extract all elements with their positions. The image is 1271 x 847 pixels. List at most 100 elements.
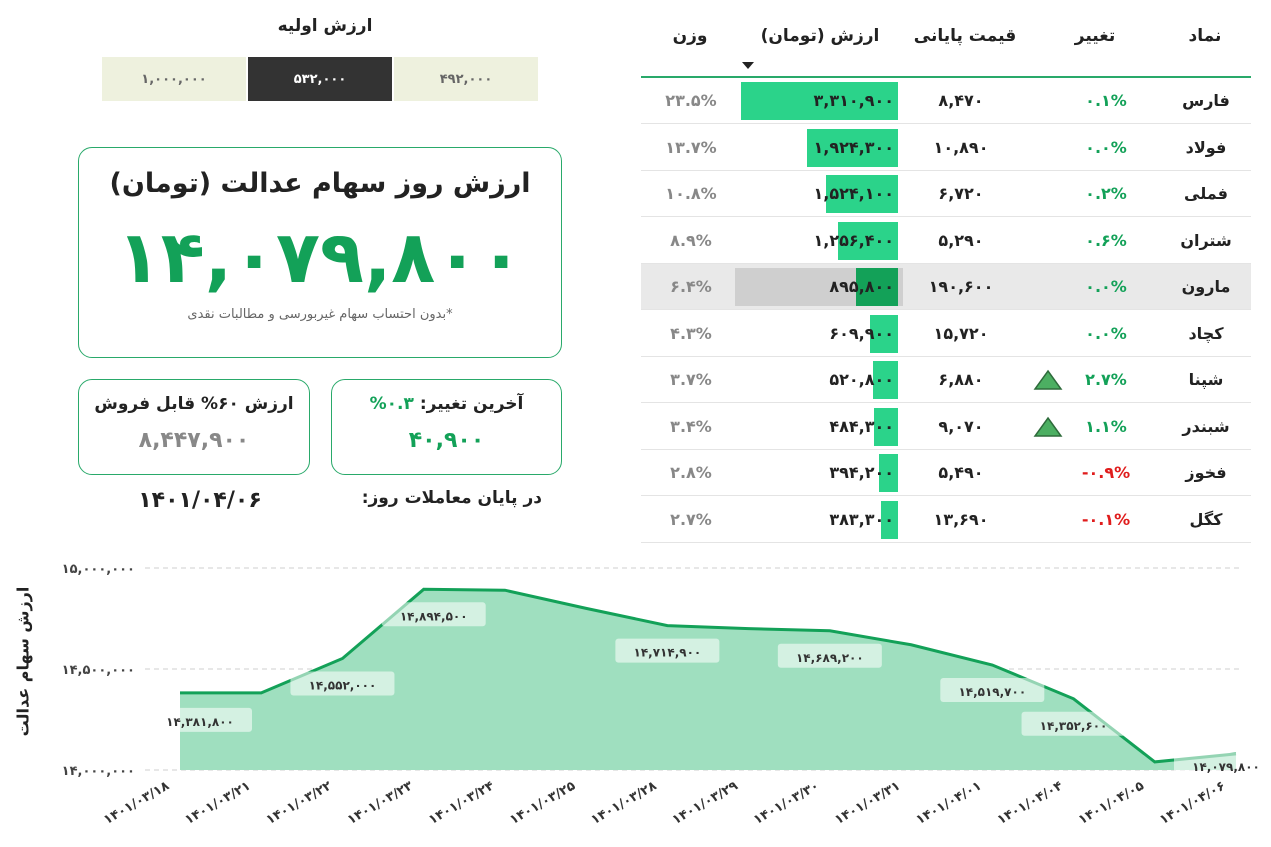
chart-point-label-bg bbox=[615, 638, 720, 663]
table-header-divider bbox=[641, 76, 1251, 78]
row-close-price: ۱۵,۷۲۰ bbox=[933, 323, 989, 343]
row-value: ۴۸۴,۳۰۰ bbox=[829, 416, 894, 436]
row-value-cell: ۳۸۳,۳۰۰ bbox=[741, 500, 898, 539]
chart-point-label: ۱۴,۷۱۴,۹۰۰ bbox=[634, 646, 702, 660]
table-row[interactable]: فارس ۰.۱% ۸,۴۷۰ ۲۳.۵% ۳,۳۱۰,۹۰۰ bbox=[641, 78, 1251, 124]
end-of-day-label: در پایان معاملات روز: bbox=[361, 488, 542, 508]
chart-point-label: ۱۴,۳۸۱,۸۰۰ bbox=[166, 715, 234, 729]
row-value-bar bbox=[872, 361, 898, 399]
chart-x-tick: ۱۴۰۱/۰۳/۱۸ bbox=[101, 778, 172, 828]
table-row[interactable]: فخوز -۰.۹% ۵,۴۹۰ ۲.۸% ۳۹۴,۲۰۰ bbox=[641, 450, 1251, 496]
row-close-price: ۵,۴۹۰ bbox=[938, 463, 984, 482]
row-change: -۰.۹% bbox=[1081, 463, 1131, 482]
chart-point-label-bg bbox=[1174, 752, 1271, 777]
col-header-weight[interactable]: وزن bbox=[672, 26, 708, 46]
row-weight: ۶.۴% bbox=[670, 277, 712, 296]
up-arrow-icon bbox=[1033, 369, 1063, 390]
row-value-bar bbox=[879, 454, 898, 492]
row-value-bar bbox=[838, 221, 898, 260]
row-value: ۵۲۰,۸۰۰ bbox=[829, 370, 894, 389]
row-symbol: شتران bbox=[1180, 230, 1232, 250]
chart-x-tick: ۱۴۰۱/۰۳/۲۵ bbox=[507, 778, 578, 828]
row-value: ۸۹۵,۸۰۰ bbox=[829, 277, 894, 296]
table-row[interactable]: فولاد ۰.۰% ۱۰,۸۹۰ ۱۳.۷% ۱,۹۲۴,۳۰۰ bbox=[641, 125, 1251, 171]
last-change-card: آخرین تغییر:۰.۳% ۴۰,۹۰۰ bbox=[331, 379, 562, 475]
table-row[interactable]: کچاد ۰.۰% ۱۵,۷۲۰ ۴.۳% ۶۰۹,۹۰۰ bbox=[641, 311, 1251, 357]
initial-value-option-492000[interactable]: ۴۹۲,۰۰۰ bbox=[394, 57, 538, 101]
equity-value: ۱۴,۰۷۹,۸۰۰ bbox=[116, 215, 524, 299]
row-value-bar bbox=[874, 407, 898, 446]
chart-y-tick: ۱۴,۵۰۰,۰۰۰ bbox=[62, 663, 135, 678]
row-change: ۰.۲% bbox=[1085, 184, 1127, 203]
table-row[interactable]: شتران ۰.۶% ۵,۲۹۰ ۸.۹% ۱,۲۵۶,۴۰۰ bbox=[641, 218, 1251, 264]
chart-x-tick: ۱۴۰۱/۰۳/۲۹ bbox=[670, 778, 741, 828]
chart-x-tick: ۱۴۰۱/۰۳/۳۰ bbox=[751, 778, 822, 827]
row-value-bar bbox=[741, 82, 898, 120]
equity-value-note: *بدون احتساب سهام غیربورسی و مطالبات نقد… bbox=[187, 307, 453, 322]
row-close-price: ۱۳,۶۹۰ bbox=[933, 509, 989, 529]
table-row[interactable]: فملی ۰.۲% ۶,۷۲۰ ۱۰.۸% ۱,۵۲۴,۱۰۰ bbox=[641, 171, 1251, 217]
last-change-label: آخرین تغییر: bbox=[419, 394, 524, 414]
col-header-change[interactable]: تغییر bbox=[1074, 26, 1116, 46]
row-symbol: کچاد bbox=[1188, 323, 1224, 343]
row-value-bar bbox=[869, 314, 898, 353]
table-row[interactable]: شبندر ۱.۱% ۹,۰۷۰ ۳.۴% ۴۸۴,۳۰۰ bbox=[641, 404, 1251, 450]
row-value-cell: ۸۹۵,۸۰۰ bbox=[735, 268, 903, 306]
row-value-cell: ۱,۵۲۴,۱۰۰ bbox=[741, 175, 898, 213]
col-header-close[interactable]: قیمت پایانی bbox=[913, 26, 1017, 46]
row-close-price: ۱۹۰,۶۰۰ bbox=[928, 277, 994, 296]
equity-value-title: ارزش روز سهام عدالت (تومان) bbox=[109, 168, 531, 199]
row-close-price: ۶,۷۲۰ bbox=[938, 184, 984, 203]
row-value-cell: ۵۲۰,۸۰۰ bbox=[741, 361, 898, 399]
row-close-price: ۶,۸۸۰ bbox=[938, 370, 984, 389]
row-value-bar bbox=[855, 268, 898, 306]
row-change: ۰.۰% bbox=[1085, 277, 1127, 296]
row-value: ۱,۲۵۶,۴۰۰ bbox=[813, 230, 894, 250]
chart-point-label-bg bbox=[1021, 711, 1126, 736]
chart-point-label-bg bbox=[290, 671, 395, 696]
row-weight: ۲۳.۵% bbox=[665, 91, 717, 110]
chart-x-tick: ۱۴۰۱/۰۳/۲۸ bbox=[589, 778, 660, 828]
row-symbol: کگل bbox=[1189, 509, 1223, 529]
row-weight: ۲.۸% bbox=[670, 463, 712, 482]
row-value-bar bbox=[880, 500, 898, 539]
row-symbol: شپنا bbox=[1188, 370, 1224, 389]
chart-x-tick: ۱۴۰۱/۰۴/۰۴ bbox=[995, 778, 1066, 828]
end-of-day-date: ۱۴۰۱/۰۴/۰۶ bbox=[138, 488, 262, 513]
row-weight: ۴.۳% bbox=[670, 323, 712, 343]
chart-point-label: ۱۴,۰۷۹,۸۰۰ bbox=[1192, 760, 1260, 774]
row-value: ۶۰۹,۹۰۰ bbox=[829, 323, 894, 343]
row-change: ۲.۷% bbox=[1085, 370, 1127, 389]
row-value-bar bbox=[825, 175, 898, 213]
chart-x-tick: ۱۴۰۱/۰۴/۰۶ bbox=[1157, 778, 1228, 827]
sellable-value-card: ارزش ۶۰% قابل فروش ۸,۴۴۷,۹۰۰ bbox=[78, 379, 310, 475]
row-symbol: فارس bbox=[1182, 91, 1230, 110]
col-header-symbol[interactable]: نماد bbox=[1188, 26, 1222, 46]
sellable-value-title: ارزش ۶۰% قابل فروش bbox=[94, 394, 294, 414]
table-row[interactable]: مارون ۰.۰% ۱۹۰,۶۰۰ ۶.۴% ۸۹۵,۸۰۰ bbox=[641, 264, 1251, 310]
initial-value-option-532000[interactable]: ۵۳۲,۰۰۰ bbox=[248, 57, 392, 101]
chart-x-tick: ۱۴۰۱/۰۴/۰۵ bbox=[1076, 778, 1147, 828]
row-weight: ۳.۴% bbox=[670, 416, 712, 436]
chart-x-tick: ۱۴۰۱/۰۳/۲۲ bbox=[264, 778, 335, 828]
row-change: ۰.۱% bbox=[1085, 91, 1127, 110]
equity-value-card: ارزش روز سهام عدالت (تومان) ۱۴,۰۷۹,۸۰۰ *… bbox=[78, 147, 562, 358]
row-weight: ۱۰.۸% bbox=[665, 184, 717, 203]
chart-point-label: ۱۴,۵۵۲,۰۰۰ bbox=[309, 678, 377, 692]
row-change: ۰.۰% bbox=[1085, 323, 1127, 343]
table-row[interactable]: کگل -۰.۱% ۱۳,۶۹۰ ۲.۷% ۳۸۳,۳۰۰ bbox=[641, 497, 1251, 543]
initial-value-title: ارزش اولیه bbox=[277, 16, 373, 36]
row-change: ۱.۱% bbox=[1085, 416, 1127, 436]
chart-area bbox=[180, 589, 1236, 770]
chart-x-tick: ۱۴۰۱/۰۳/۲۴ bbox=[426, 778, 497, 828]
equity-value-chart: ۱۴,۰۰۰,۰۰۰ ۱۴,۵۰۰,۰۰۰ ۱۵,۰۰۰,۰۰۰ ۱۴,۳۸۱,۸۰۰… bbox=[62, 562, 1271, 828]
col-header-value[interactable]: ارزش (تومان) bbox=[760, 26, 880, 46]
sort-desc-icon bbox=[742, 62, 754, 69]
table-row[interactable]: شپنا ۲.۷% ۶,۸۸۰ ۳.۷% ۵۲۰,۸۰۰ bbox=[641, 357, 1251, 403]
chart-x-tick: ۱۴۰۱/۰۳/۲۳ bbox=[345, 778, 416, 828]
chart-point-label: ۱۴,۶۸۹,۲۰۰ bbox=[796, 651, 864, 665]
initial-value-option-1000000[interactable]: ۱,۰۰۰,۰۰۰ bbox=[102, 57, 246, 101]
row-close-price: ۹,۰۷۰ bbox=[938, 416, 984, 436]
chart-point-label: ۱۴,۳۵۲,۶۰۰ bbox=[1040, 719, 1108, 733]
sellable-value: ۸,۴۴۷,۹۰۰ bbox=[138, 428, 250, 453]
